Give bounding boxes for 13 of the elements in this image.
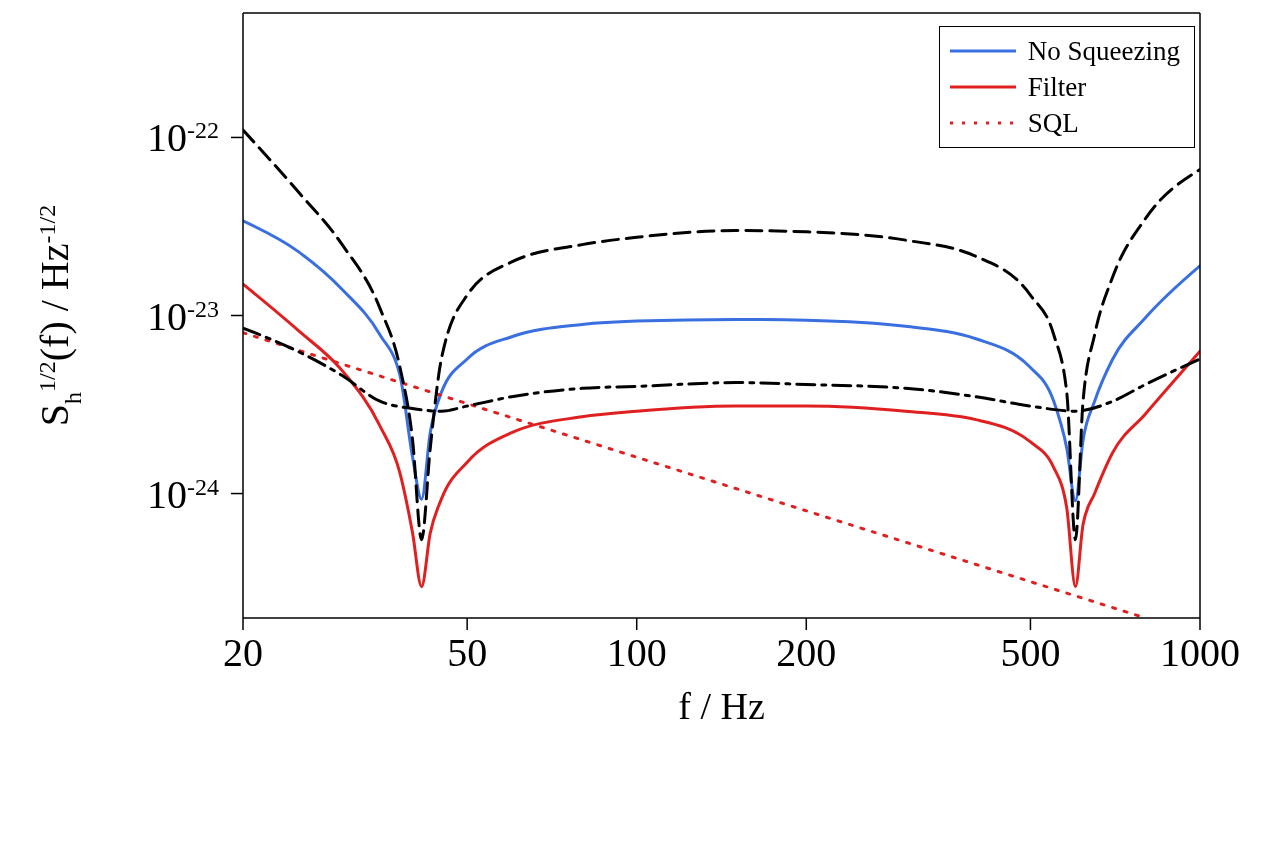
legend-label: Filter [1027, 71, 1087, 103]
y-tick-label: 10$^{-24}$ [147, 471, 219, 517]
y-tick-label: 10$^{-23}$ [147, 293, 219, 339]
x-axis-title: f / Hz [678, 685, 765, 727]
legend-label: SQL [1027, 107, 1079, 139]
x-tick-label: 20 [223, 630, 263, 675]
x-tick-label: 100 [606, 630, 667, 675]
x-tick-label: 1000 [1160, 630, 1240, 675]
x-tick-label: 50 [447, 630, 488, 675]
x-tick-label: 200 [776, 630, 837, 675]
legend-label: No Squeezing [1027, 35, 1180, 67]
x-tick-label: 500 [1000, 630, 1061, 675]
y-tick-label: 10$^{-22}$ [147, 115, 219, 161]
